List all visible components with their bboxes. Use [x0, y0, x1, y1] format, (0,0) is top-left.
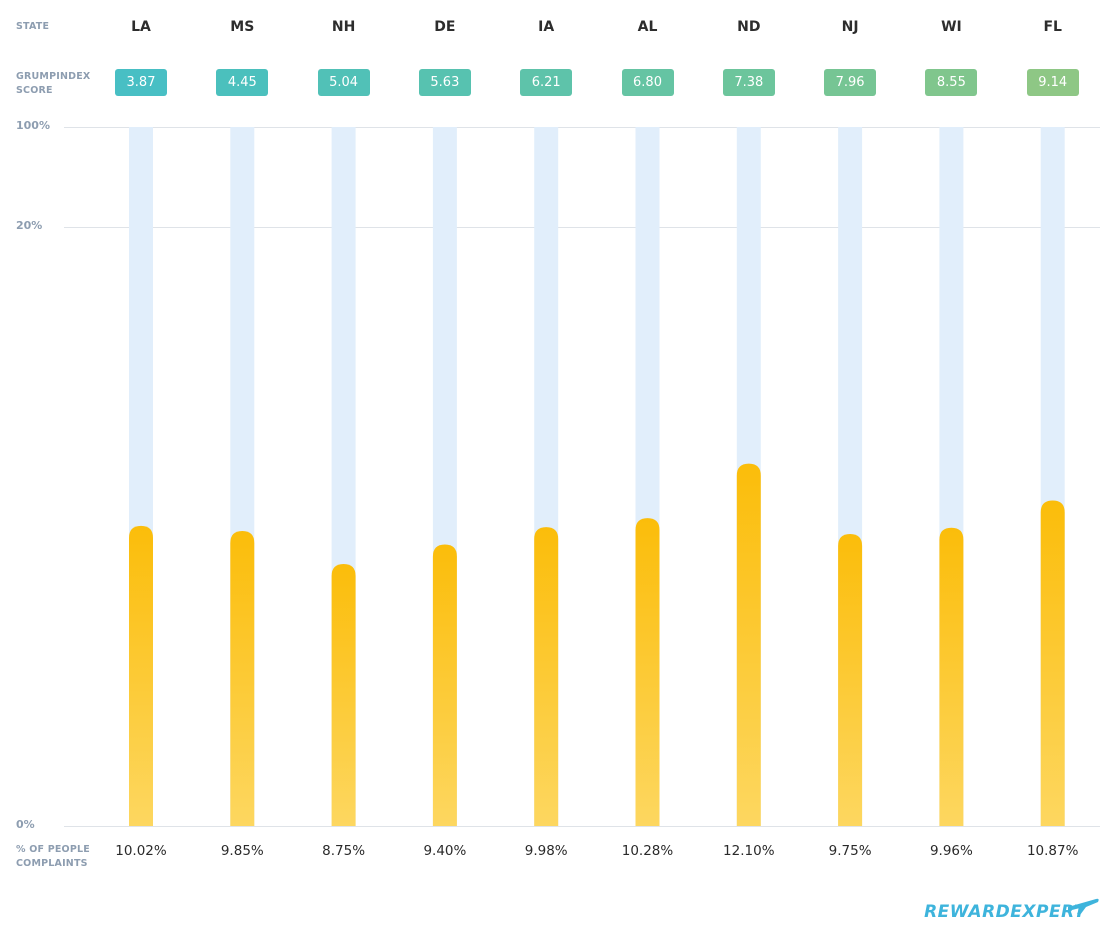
state-label-nj: NJ: [841, 19, 859, 35]
value-label: 10.02%: [115, 843, 167, 859]
value-label: 9.98%: [524, 843, 568, 859]
bar-de: [432, 544, 457, 826]
pct-row-label: % OF PEOPLE COMPLAINTS: [16, 843, 106, 871]
score-badge: 9.14: [1026, 69, 1079, 96]
state-label-ms: MS: [230, 19, 255, 35]
state-label-nd: ND: [737, 19, 761, 35]
state-label-la: LA: [131, 19, 151, 35]
score-badge: 3.87: [115, 69, 167, 96]
score-row-label-line2: SCORE: [16, 85, 53, 96]
score-badge: 7.38: [722, 69, 775, 96]
score-badge: 5.04: [317, 69, 370, 96]
state-row-label: STATE: [16, 21, 50, 32]
value-label: 10.87%: [1026, 843, 1079, 859]
state-label-ia: IA: [538, 19, 555, 35]
bar-tracks: [129, 127, 1065, 826]
value-label: 9.40%: [423, 843, 467, 859]
score-badge: 8.55: [925, 69, 978, 96]
gridline-20: [64, 227, 1100, 228]
pct-row-label-line2: COMPLAINTS: [16, 858, 88, 869]
score-row-label: GRUMPINDEX SCORE: [16, 70, 106, 98]
bar-la: [129, 525, 153, 826]
bar-ms: [230, 530, 255, 826]
bar-fl: [1040, 500, 1065, 826]
value-label: 8.75%: [322, 843, 366, 859]
score-badge: 4.45: [216, 69, 269, 96]
bar-nh: [331, 563, 356, 826]
value-label: 9.85%: [220, 843, 264, 859]
state-label-de: DE: [434, 19, 456, 35]
bar-nj: [838, 533, 863, 826]
bar-ia: [534, 527, 559, 826]
bar-nd: [736, 463, 761, 826]
value-label: 12.10%: [723, 843, 775, 859]
score-badge: 7.96: [824, 69, 877, 96]
value-label: 10.28%: [621, 843, 674, 859]
plane-icon: [1068, 898, 1099, 915]
bars: [129, 463, 1065, 826]
gridline-100: [64, 127, 1100, 128]
brand-logo: REWARDEXPERT: [924, 902, 1086, 922]
score-row-label-line1: GRUMPINDEX: [16, 71, 91, 82]
y-tick-100: 100%: [16, 119, 50, 132]
state-label-fl: FL: [1043, 19, 1062, 35]
state-label-wi: WI: [941, 19, 962, 35]
pct-row-label-line1: % OF PEOPLE: [16, 844, 90, 855]
value-label: 9.96%: [929, 843, 973, 859]
score-badge: 6.80: [621, 69, 674, 96]
y-tick-20: 20%: [16, 219, 43, 232]
score-badge: 5.63: [418, 69, 471, 96]
state-label-nh: NH: [331, 19, 356, 35]
baseline: [64, 826, 1100, 827]
score-badge: 6.21: [520, 69, 573, 96]
state-label-al: AL: [637, 19, 658, 35]
value-label: 9.75%: [828, 843, 872, 859]
y-tick-0: 0%: [16, 818, 35, 831]
bar-wi: [939, 527, 964, 826]
bar-al: [635, 518, 660, 826]
